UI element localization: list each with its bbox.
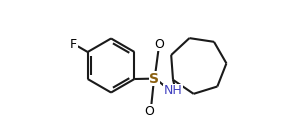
- Text: S: S: [150, 72, 160, 86]
- Text: O: O: [144, 105, 154, 118]
- Text: NH: NH: [164, 84, 182, 97]
- Text: F: F: [70, 38, 77, 51]
- Text: O: O: [154, 38, 164, 51]
